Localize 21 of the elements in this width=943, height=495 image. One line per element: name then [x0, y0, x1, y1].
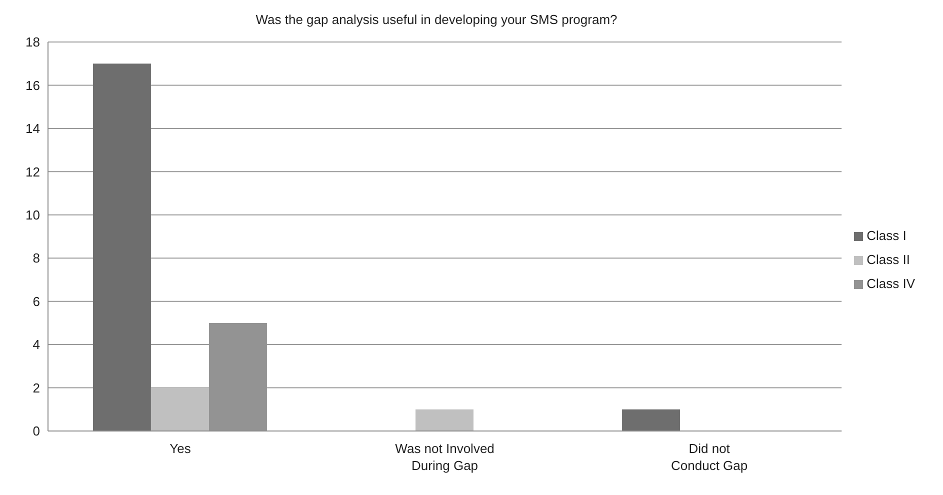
y-tick-label: 0: [32, 424, 40, 439]
x-tick-label: Was not Involved During Gap: [395, 441, 494, 473]
y-tick-label: 16: [26, 78, 40, 93]
bar: [150, 388, 209, 431]
chart-title: Was the gap analysis useful in developing your SMS program?: [254, 11, 618, 29]
x-tick-label: Did not Conduct Gap: [671, 441, 748, 473]
bar: [622, 409, 680, 431]
y-tick-label: 2: [32, 380, 40, 396]
y-tick-label: 12: [26, 164, 40, 180]
legend-label: Class II: [866, 252, 910, 266]
y-tick-label: 8: [32, 250, 40, 266]
legend-label: Class IV: [866, 276, 915, 290]
x-tick-label: Yes: [170, 441, 192, 456]
y-tick-label: 14: [26, 121, 40, 136]
y-tick-label: 6: [32, 294, 40, 309]
legend-label: Class I: [866, 228, 906, 242]
y-tick-label: 18: [26, 34, 40, 50]
y-tick-label: 10: [26, 208, 40, 223]
y-tick-label: 4: [32, 337, 40, 352]
bar: [416, 409, 474, 431]
bar: [92, 64, 151, 431]
